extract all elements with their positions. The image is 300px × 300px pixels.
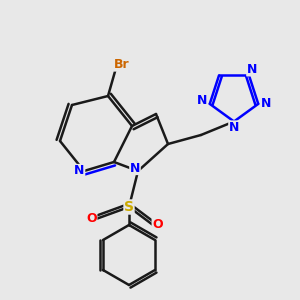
Text: S: S <box>124 200 134 214</box>
Text: N: N <box>130 161 140 175</box>
Text: N: N <box>197 94 207 107</box>
Text: N: N <box>74 164 85 178</box>
Text: Br: Br <box>114 58 129 71</box>
Text: N: N <box>229 121 239 134</box>
Text: O: O <box>86 212 97 226</box>
Text: N: N <box>261 98 271 110</box>
Text: O: O <box>152 218 163 232</box>
Text: N: N <box>247 63 257 76</box>
